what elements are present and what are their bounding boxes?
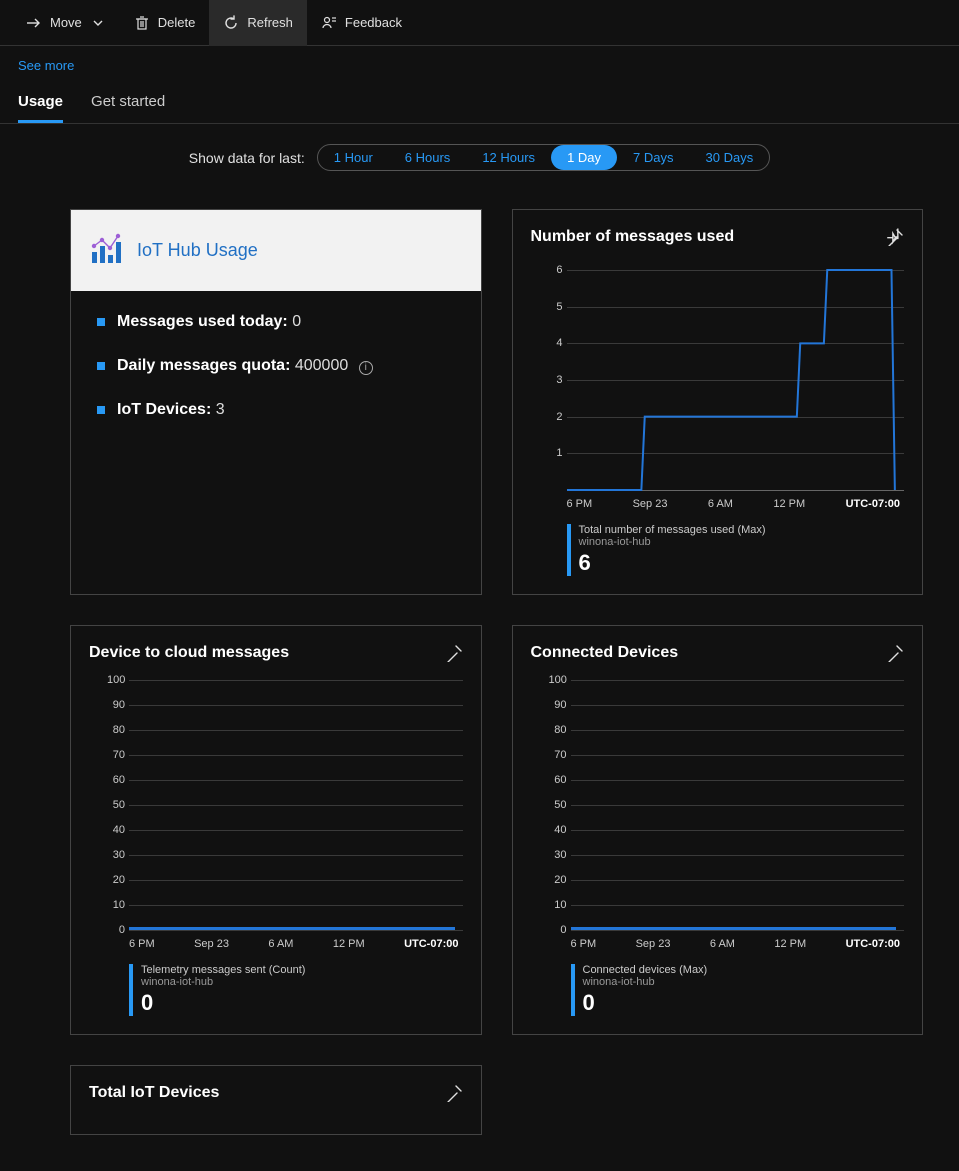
chevron-down-icon xyxy=(90,15,106,31)
usage-header: IoT Hub Usage xyxy=(71,210,481,291)
tab-get-started[interactable]: Get started xyxy=(91,87,165,123)
usage-row-devices: IoT Devices: 3 xyxy=(97,401,455,419)
move-button[interactable]: Move xyxy=(12,0,120,46)
metric-value: 0 xyxy=(583,990,708,1016)
bullet-icon xyxy=(97,362,105,370)
timerange-row: Show data for last: 1 Hour 6 Hours 12 Ho… xyxy=(0,124,959,189)
command-bar: Move Delete Refresh Feedback xyxy=(0,0,959,46)
tab-usage[interactable]: Usage xyxy=(18,87,63,123)
card-placeholder xyxy=(512,1065,924,1135)
usage-row-quota: Daily messages quota: 400000 i xyxy=(97,357,455,375)
metric-value: 6 xyxy=(579,550,766,576)
feedback-icon xyxy=(321,15,337,31)
info-icon[interactable]: i xyxy=(359,361,373,375)
metric-name: Total number of messages used (Max) xyxy=(579,524,766,536)
bullet-icon xyxy=(97,406,105,414)
delete-button[interactable]: Delete xyxy=(120,0,210,46)
card-connected-devices: Connected Devices 0102030405060708090100… xyxy=(512,625,924,1035)
chart-area: 1234566 PMSep 236 AM12 PMUTC-07:00 xyxy=(567,270,905,490)
metric-resource: winona-iot-hub xyxy=(583,976,708,988)
metric-footer: Connected devices (Max) winona-iot-hub 0 xyxy=(571,964,905,1016)
pin-icon[interactable] xyxy=(886,228,904,246)
usage-value: 400000 xyxy=(295,357,348,374)
pin-icon[interactable] xyxy=(445,1084,463,1102)
usage-row-messages-today: Messages used today: 0 xyxy=(97,313,455,331)
move-icon xyxy=(26,15,42,31)
see-more-link[interactable]: See more xyxy=(0,46,959,81)
usage-label: Daily messages quota xyxy=(117,357,285,374)
metric-name: Telemetry messages sent (Count) xyxy=(141,964,305,976)
metric-footer: Telemetry messages sent (Count) winona-i… xyxy=(129,964,463,1016)
metric-resource: winona-iot-hub xyxy=(141,976,305,988)
usage-value: 3 xyxy=(216,401,225,418)
usage-label: IoT Devices xyxy=(117,401,206,418)
feedback-label: Feedback xyxy=(345,15,402,30)
bullet-icon xyxy=(97,318,105,326)
pin-icon[interactable] xyxy=(886,644,904,662)
pill-12hours[interactable]: 12 Hours xyxy=(466,145,551,170)
trash-icon xyxy=(134,15,150,31)
usage-value: 0 xyxy=(292,313,301,330)
metric-resource: winona-iot-hub xyxy=(579,536,766,548)
metric-color-bar xyxy=(567,524,571,576)
dashboard-grid: IoT Hub Usage Messages used today: 0 Dai… xyxy=(0,189,959,1165)
pin-icon[interactable] xyxy=(445,644,463,662)
card-title: Connected Devices xyxy=(531,644,905,662)
feedback-button[interactable]: Feedback xyxy=(307,0,416,46)
metric-name: Connected devices (Max) xyxy=(583,964,708,976)
metric-color-bar xyxy=(129,964,133,1016)
pill-30days[interactable]: 30 Days xyxy=(690,145,770,170)
card-device-to-cloud: Device to cloud messages 010203040506070… xyxy=(70,625,482,1035)
timerange-label: Show data for last: xyxy=(189,150,305,166)
chart-area: 01020304050607080901006 PMSep 236 AM12 P… xyxy=(129,680,463,930)
card-total-devices: Total IoT Devices xyxy=(70,1065,482,1135)
metric-footer: Total number of messages used (Max) wino… xyxy=(567,524,905,576)
pill-1hour[interactable]: 1 Hour xyxy=(318,145,389,170)
chart-area: 01020304050607080901006 PMSep 236 AM12 P… xyxy=(571,680,905,930)
metric-value: 0 xyxy=(141,990,305,1016)
bar-chart-icon xyxy=(89,232,123,269)
card-iot-hub-usage: IoT Hub Usage Messages used today: 0 Dai… xyxy=(70,209,482,595)
card-messages-used: Number of messages used 1234566 PMSep 23… xyxy=(512,209,924,595)
pill-6hours[interactable]: 6 Hours xyxy=(389,145,467,170)
metric-color-bar xyxy=(571,964,575,1016)
pill-1day[interactable]: 1 Day xyxy=(551,145,617,170)
usage-label: Messages used today xyxy=(117,313,282,330)
timerange-pills: 1 Hour 6 Hours 12 Hours 1 Day 7 Days 30 … xyxy=(317,144,770,171)
refresh-icon xyxy=(223,15,239,31)
pill-7days[interactable]: 7 Days xyxy=(617,145,689,170)
delete-label: Delete xyxy=(158,15,196,30)
refresh-label: Refresh xyxy=(247,15,293,30)
move-label: Move xyxy=(50,15,82,30)
refresh-button[interactable]: Refresh xyxy=(209,0,307,46)
usage-title: IoT Hub Usage xyxy=(137,240,258,261)
card-title: Number of messages used xyxy=(531,228,905,246)
card-title: Total IoT Devices xyxy=(89,1084,463,1102)
usage-body: Messages used today: 0 Daily messages qu… xyxy=(71,291,481,467)
tab-row: Usage Get started xyxy=(0,81,959,124)
card-title: Device to cloud messages xyxy=(89,644,463,662)
